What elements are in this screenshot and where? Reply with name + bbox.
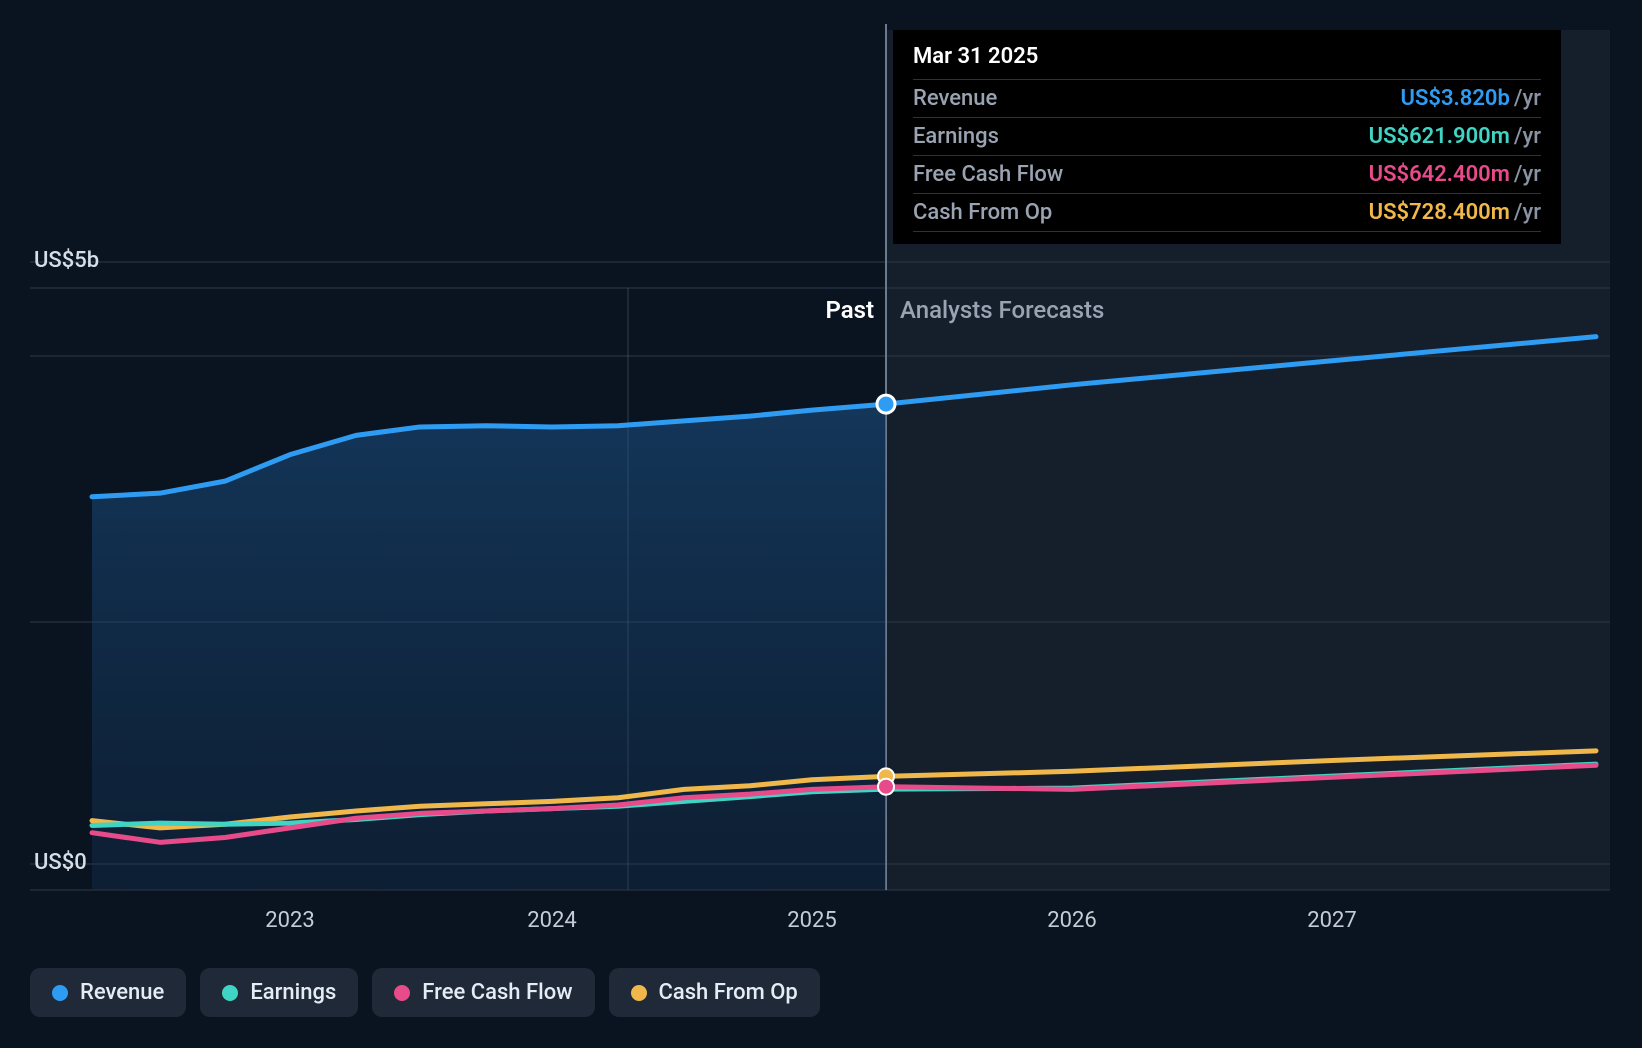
tooltip-row-unit: /yr: [1514, 200, 1541, 225]
legend-swatch-icon: [52, 985, 68, 1001]
tooltip-row-value: US$642.400m: [1369, 162, 1510, 187]
x-axis-tick-label: 2026: [1047, 908, 1096, 933]
tooltip-row: Cash From Op US$728.400m/yr: [913, 194, 1541, 232]
finance-chart-page: US$0 US$5b 2023 2024 2025 2026 2027 Past Anal…: [0, 0, 1642, 1048]
legend-swatch-icon: [631, 985, 647, 1001]
legend-item-revenue[interactable]: Revenue: [30, 968, 186, 1017]
tooltip-row-value: US$621.900m: [1369, 124, 1510, 149]
legend-item-free-cash-flow[interactable]: Free Cash Flow: [372, 968, 594, 1017]
tooltip-row: Free Cash Flow US$642.400m/yr: [913, 156, 1541, 194]
x-axis-tick-label: 2027: [1307, 908, 1356, 933]
tooltip-row-value: US$3.820b: [1401, 86, 1510, 111]
tooltip-row-label: Earnings: [913, 124, 999, 149]
x-axis-tick-label: 2023: [265, 908, 314, 933]
chart-legend: Revenue Earnings Free Cash Flow Cash From O…: [30, 968, 820, 1017]
x-axis-tick-label: 2024: [527, 908, 576, 933]
legend-item-label: Earnings: [250, 980, 336, 1005]
legend-item-label: Free Cash Flow: [422, 980, 572, 1005]
legend-item-label: Revenue: [80, 980, 164, 1005]
legend-item-cash-from-op[interactable]: Cash From Op: [609, 968, 820, 1017]
tooltip-row-unit: /yr: [1514, 124, 1541, 149]
tooltip-row-label: Cash From Op: [913, 200, 1052, 225]
forecast-label: Analysts Forecasts: [900, 296, 1104, 324]
tooltip-date: Mar 31 2025: [913, 44, 1541, 80]
tooltip-row-label: Free Cash Flow: [913, 162, 1063, 187]
tooltip-row-label: Revenue: [913, 86, 997, 111]
tooltip-row: Earnings US$621.900m/yr: [913, 118, 1541, 156]
tooltip-row-unit: /yr: [1514, 162, 1541, 187]
chart-tooltip: Mar 31 2025 Revenue US$3.820b/yr Earnings U…: [893, 30, 1561, 244]
past-label: Past: [825, 296, 874, 324]
tooltip-row-value: US$728.400m: [1369, 200, 1510, 225]
legend-item-earnings[interactable]: Earnings: [200, 968, 358, 1017]
y-axis-tick-label: US$5b: [34, 248, 99, 273]
tooltip-row: Revenue US$3.820b/yr: [913, 80, 1541, 118]
chart-area[interactable]: US$0 US$5b 2023 2024 2025 2026 2027 Past Anal…: [0, 0, 1642, 1048]
legend-swatch-icon: [222, 985, 238, 1001]
tooltip-row-unit: /yr: [1514, 86, 1541, 111]
y-axis-tick-label: US$0: [34, 850, 87, 875]
legend-swatch-icon: [394, 985, 410, 1001]
legend-item-label: Cash From Op: [659, 980, 798, 1005]
x-axis-tick-label: 2025: [787, 908, 836, 933]
